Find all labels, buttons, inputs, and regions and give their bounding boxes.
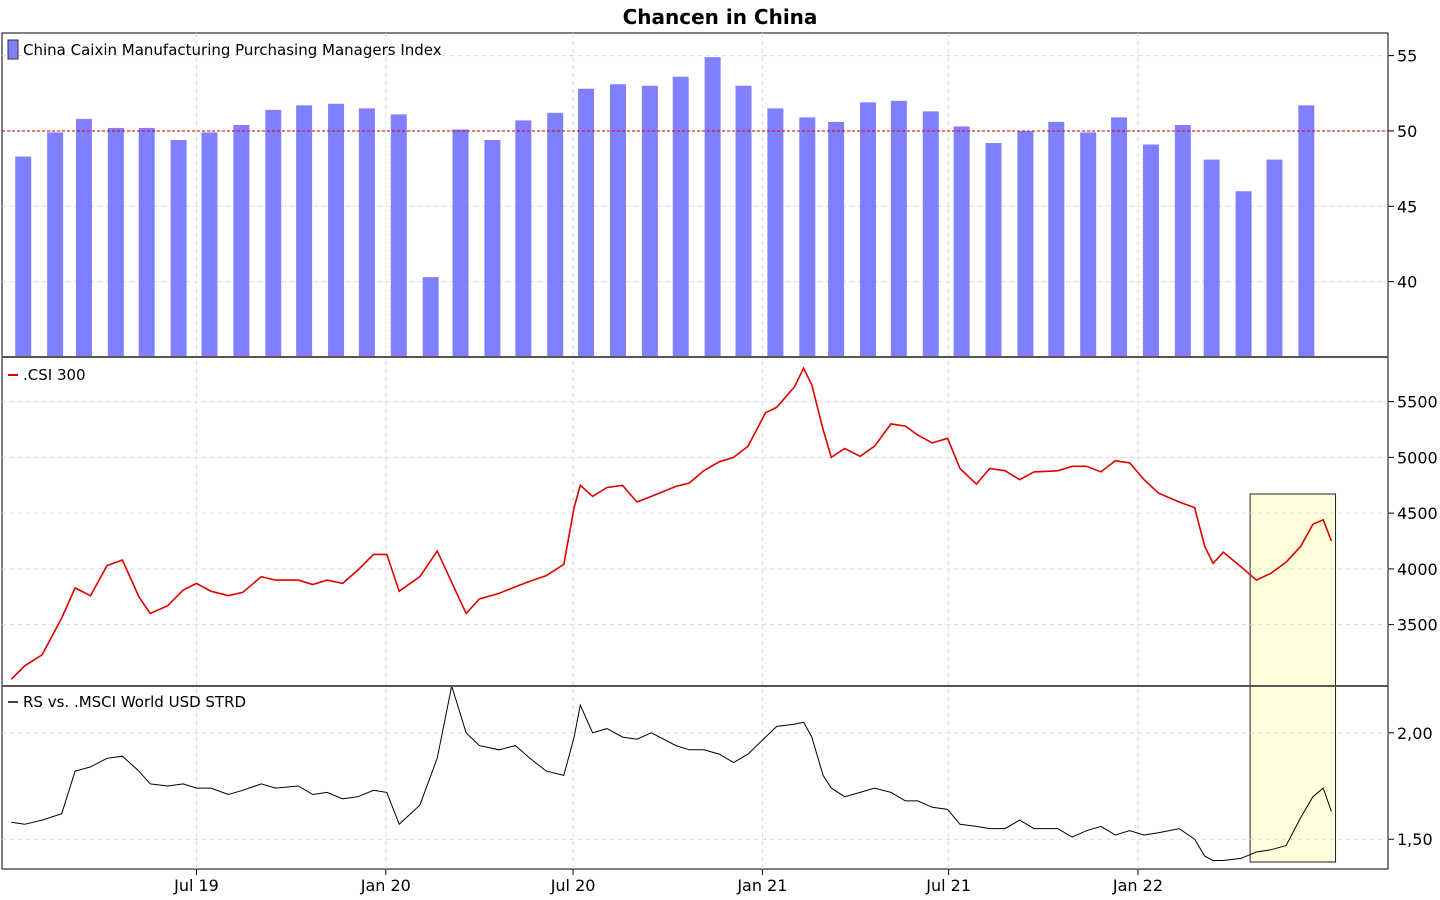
pmi-bar xyxy=(828,121,845,358)
y-axis-ticks: 40 45 50 55 3500 4000 4500 5000 5500 1,50 2,00 xyxy=(1388,47,1438,849)
pmi-bar xyxy=(358,108,375,357)
pmi-bar xyxy=(233,124,250,357)
highlight-box xyxy=(1249,493,1337,863)
pmi-bar xyxy=(201,132,218,357)
legend-pmi-swatch xyxy=(7,39,19,60)
pmi-bar xyxy=(578,88,595,357)
y-tick-label: 45 xyxy=(1397,197,1417,216)
highlight-layer xyxy=(1249,493,1337,863)
x-axis-ticks: Jul 19 Jan 20 Jul 20 Jan 21 Jul 21 Jan 22 xyxy=(173,869,1163,895)
pmi-bar xyxy=(860,102,877,358)
pmi-bar xyxy=(1174,124,1191,357)
x-tick-label: Jan 21 xyxy=(736,876,787,895)
pmi-bar xyxy=(15,156,32,357)
y-tick-label: 55 xyxy=(1397,47,1417,66)
pmi-bar xyxy=(107,127,124,357)
pmi-bar xyxy=(1017,130,1034,357)
pmi-bar xyxy=(138,127,155,357)
pmi-bar xyxy=(672,76,689,357)
pmi-bar xyxy=(452,129,469,357)
pmi-bar xyxy=(1111,117,1128,357)
y-tick-label: 40 xyxy=(1397,273,1417,292)
x-tick-label: Jul 19 xyxy=(173,876,219,895)
pmi-bar xyxy=(1142,144,1159,357)
plot-frame xyxy=(1,32,1389,870)
pmi-bar xyxy=(641,85,658,357)
legend-csi: .CSI 300 xyxy=(8,366,86,384)
pmi-bar xyxy=(1203,159,1220,357)
legend-rs: RS vs. .MSCI World USD STRD xyxy=(8,693,246,711)
pmi-bar xyxy=(1080,132,1097,357)
pmi-bar xyxy=(1298,105,1315,357)
x-tick-label: Jul 21 xyxy=(925,876,971,895)
pmi-bar xyxy=(484,139,501,357)
pmi-bar xyxy=(704,57,721,357)
pmi-bar xyxy=(735,85,752,357)
pmi-bar xyxy=(390,114,407,358)
pmi-bar xyxy=(767,108,784,357)
pmi-bar xyxy=(547,112,564,357)
pmi-bar xyxy=(1048,121,1065,358)
legend-csi-label: .CSI 300 xyxy=(23,366,86,384)
pmi-bar xyxy=(1266,159,1283,357)
pmi-bar xyxy=(799,117,816,357)
y-tick-label: 1,50 xyxy=(1397,830,1433,849)
y-tick-label: 4500 xyxy=(1397,504,1438,523)
pmi-bar xyxy=(47,132,64,357)
pmi-bar xyxy=(922,111,939,357)
y-tick-label: 5000 xyxy=(1397,448,1438,467)
y-tick-label: 3500 xyxy=(1397,616,1438,635)
y-tick-label: 2,00 xyxy=(1397,724,1433,743)
pmi-bar xyxy=(515,120,532,357)
rs-msci-line xyxy=(11,685,1332,861)
pmi-bar xyxy=(422,277,439,357)
pmi-bar xyxy=(265,109,282,358)
pmi-bar xyxy=(170,139,187,357)
pmi-bar xyxy=(890,100,907,357)
legend-rs-label: RS vs. .MSCI World USD STRD xyxy=(23,693,246,711)
x-tick-label: Jul 20 xyxy=(550,876,596,895)
y-tick-label: 5500 xyxy=(1397,393,1438,412)
pmi-bar xyxy=(328,103,345,357)
pmi-bar xyxy=(75,118,92,357)
chart-title: Chancen in China xyxy=(623,5,818,29)
grid-layer xyxy=(2,33,1388,869)
csi300-line xyxy=(10,366,1333,680)
pmi-bar xyxy=(609,84,626,357)
y-tick-label: 4000 xyxy=(1397,560,1438,579)
x-tick-label: Jan 20 xyxy=(360,876,411,895)
legend-pmi: China Caixin Manufacturing Purchasing Ma… xyxy=(7,39,442,60)
pmi-bars xyxy=(15,57,1315,358)
x-tick-label: Jan 22 xyxy=(1112,876,1163,895)
pmi-bar xyxy=(296,105,313,357)
pmi-bar xyxy=(985,143,1002,357)
legend-pmi-label: China Caixin Manufacturing Purchasing Ma… xyxy=(23,41,442,59)
y-tick-label: 50 xyxy=(1397,122,1417,141)
pmi-bar xyxy=(1235,191,1252,357)
pmi-bar xyxy=(953,126,970,357)
